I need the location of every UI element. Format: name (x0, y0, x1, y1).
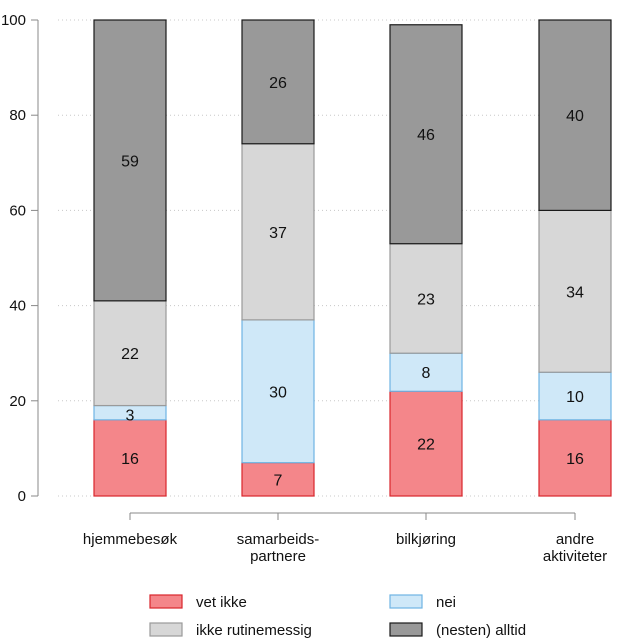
data-label: 30 (269, 384, 287, 401)
bar-segment (538, 209, 612, 373)
bar-segment (538, 19, 612, 211)
data-label: 22 (417, 437, 435, 454)
data-label: 34 (566, 284, 584, 301)
bar-segment (241, 462, 315, 497)
legend-label: (nesten) alltid (436, 622, 526, 639)
y-tick-label: 80 (9, 107, 26, 124)
data-label: 40 (566, 108, 584, 125)
legend-swatch (149, 622, 183, 637)
bar-segment (93, 419, 167, 497)
bar-segment (389, 352, 463, 392)
data-label: 16 (121, 451, 139, 468)
bar-segment (389, 24, 463, 245)
x-tick-label: andre (556, 531, 594, 548)
y-tick-label: 40 (9, 298, 26, 315)
legend: vet ikke nei ikke rutinemessig (nesten) all… (149, 594, 526, 639)
bar-segment (93, 300, 167, 407)
data-label: 8 (422, 365, 431, 382)
legend-swatch (389, 622, 423, 637)
data-label: 59 (121, 153, 139, 170)
legend-label: ikke rutinemessig (196, 622, 312, 639)
legend-swatch (149, 594, 183, 609)
data-label: 26 (269, 75, 287, 92)
bar-segment (538, 419, 612, 497)
y-tick-label: 60 (9, 202, 26, 219)
bar-segment (241, 19, 315, 145)
data-label: 7 (274, 472, 283, 489)
bar-segment (389, 243, 463, 354)
bar-segment (241, 143, 315, 321)
x-tick-label: aktiviteter (543, 548, 607, 565)
y-tick-label: 0 (18, 488, 26, 505)
data-label: 3 (126, 408, 135, 425)
bars: 16 3 22 59 7 30 37 26 22 8 23 46 16 10 34 40 (93, 19, 612, 497)
x-tick-label: samarbeids- (237, 531, 320, 548)
bar-segment (538, 371, 612, 421)
legend-label: vet ikke (196, 594, 247, 611)
x-tick-label: bilkjøring (396, 531, 456, 548)
data-label: 46 (417, 127, 435, 144)
x-tick-label: hjemmebesøk (83, 531, 178, 548)
data-label: 37 (269, 225, 287, 242)
legend-label: nei (436, 594, 456, 611)
data-label: 22 (121, 346, 139, 363)
data-label: 23 (417, 291, 435, 308)
legend-swatch (389, 594, 423, 609)
y-axis: 0 20 40 60 80 100 (1, 12, 39, 505)
x-axis: hjemmebesøk samarbeids-partnere bilkjøring… (83, 512, 607, 565)
x-tick-label: partnere (250, 548, 306, 565)
data-label: 16 (566, 451, 584, 468)
y-tick-label: 20 (9, 393, 26, 410)
data-label: 10 (566, 389, 584, 406)
y-tick-label: 100 (1, 12, 26, 29)
bar-segment (93, 19, 167, 302)
bar-segment (241, 319, 315, 464)
bar-segment (389, 390, 463, 497)
